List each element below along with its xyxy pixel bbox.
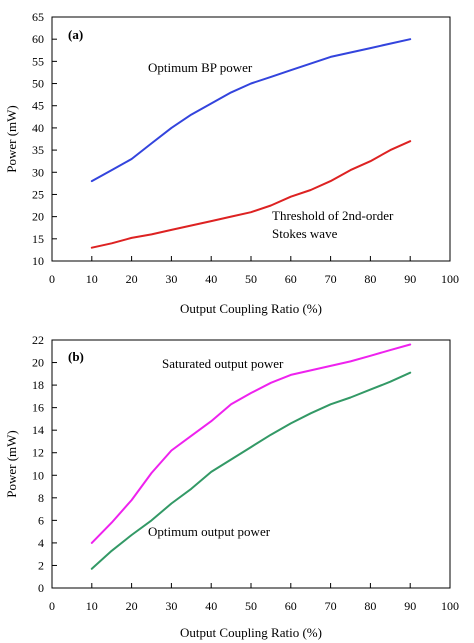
y-tick-label: 12 [32, 446, 44, 460]
y-tick-label: 65 [32, 10, 44, 24]
x-tick-label: 80 [364, 599, 376, 613]
x-tick-label: 100 [441, 599, 459, 613]
y-tick-label: 20 [32, 356, 44, 370]
y-tick-label: 4 [38, 536, 44, 550]
y-ticks-a: 10 15 20 25 30 35 40 45 50 55 60 65 [32, 10, 57, 268]
y-tick-label: 10 [32, 254, 44, 268]
x-ticks-b: 0 10 20 30 40 50 60 70 80 90 100 [49, 583, 459, 613]
x-axis-label-b: Output Coupling Ratio (%) [180, 625, 322, 640]
series-group-a [90, 38, 412, 249]
x-tick-label: 0 [49, 272, 55, 286]
series-group-b [90, 343, 412, 570]
x-tick-label: 70 [325, 272, 337, 286]
annotation-saturated-output-power: Saturated output power [162, 356, 284, 371]
y-tick-label: 8 [38, 491, 44, 505]
y-tick-label: 6 [38, 513, 44, 527]
x-tick-label: 50 [245, 272, 257, 286]
x-tick-label: 80 [364, 272, 376, 286]
annotation-optimum-output-power: Optimum output power [148, 524, 271, 539]
x-tick-label: 40 [205, 272, 217, 286]
y-tick-label: 40 [32, 121, 44, 135]
chart-panel-a: 0 10 20 30 40 50 60 70 80 90 100 10 15 20 25 30 35 40 45 5… [4, 10, 459, 316]
x-tick-label: 60 [285, 599, 297, 613]
x-tick-label: 10 [86, 599, 98, 613]
y-tick-label: 10 [32, 468, 44, 482]
x-tick-label: 60 [285, 272, 297, 286]
panel-label-b: (b) [68, 349, 84, 364]
x-tick-label: 40 [205, 599, 217, 613]
x-tick-label: 20 [126, 599, 138, 613]
x-tick-label: 10 [86, 272, 98, 286]
y-tick-label: 30 [32, 165, 44, 179]
annotation-optimum-bp-power: Optimum BP power [148, 60, 253, 75]
x-tick-label: 30 [165, 272, 177, 286]
y-tick-label: 55 [32, 54, 44, 68]
y-tick-label: 20 [32, 210, 44, 224]
y-tick-label: 15 [32, 232, 44, 246]
series-line-saturated-output-power [90, 343, 412, 544]
series-line-threshold-of-2nd-order-stokes-wave [90, 140, 412, 249]
y-tick-label: 0 [38, 581, 44, 595]
plot-frame-a [51, 16, 451, 262]
y-tick-label: 22 [32, 333, 44, 347]
annotation-threshold-line1: Threshold of 2nd-order [272, 208, 394, 223]
x-tick-label: 70 [325, 599, 337, 613]
y-axis-label-a: Power (mW) [4, 105, 19, 173]
y-tick-label: 14 [32, 423, 44, 437]
annotation-threshold-line2: Stokes wave [272, 226, 338, 241]
y-tick-label: 50 [32, 77, 44, 91]
y-tick-label: 35 [32, 143, 44, 157]
x-tick-label: 20 [126, 272, 138, 286]
x-tick-label: 100 [441, 272, 459, 286]
x-tick-label: 90 [404, 272, 416, 286]
y-tick-label: 25 [32, 187, 44, 201]
chart-panel-b: 0 10 20 30 40 50 60 70 80 90 100 0 2 4 6 8 10 12 14 16 18 20… [4, 333, 459, 640]
y-tick-label: 45 [32, 99, 44, 113]
y-ticks-b: 0 2 4 6 8 10 12 14 16 18 20 22 [32, 333, 57, 595]
y-tick-label: 2 [38, 558, 44, 572]
y-tick-label: 60 [32, 32, 44, 46]
x-axis-label-a: Output Coupling Ratio (%) [180, 301, 322, 316]
x-ticks-a: 0 10 20 30 40 50 60 70 80 90 100 [49, 256, 459, 286]
x-tick-label: 90 [404, 599, 416, 613]
series-line-optimum-bp-power [90, 38, 412, 183]
x-tick-label: 50 [245, 599, 257, 613]
x-tick-label: 30 [165, 599, 177, 613]
panel-label-a: (a) [68, 27, 83, 42]
series-line-optimum-output-power [90, 371, 412, 570]
x-tick-label: 0 [49, 599, 55, 613]
y-tick-label: 18 [32, 378, 44, 392]
y-axis-label-b: Power (mW) [4, 430, 19, 498]
y-tick-label: 16 [32, 401, 44, 415]
